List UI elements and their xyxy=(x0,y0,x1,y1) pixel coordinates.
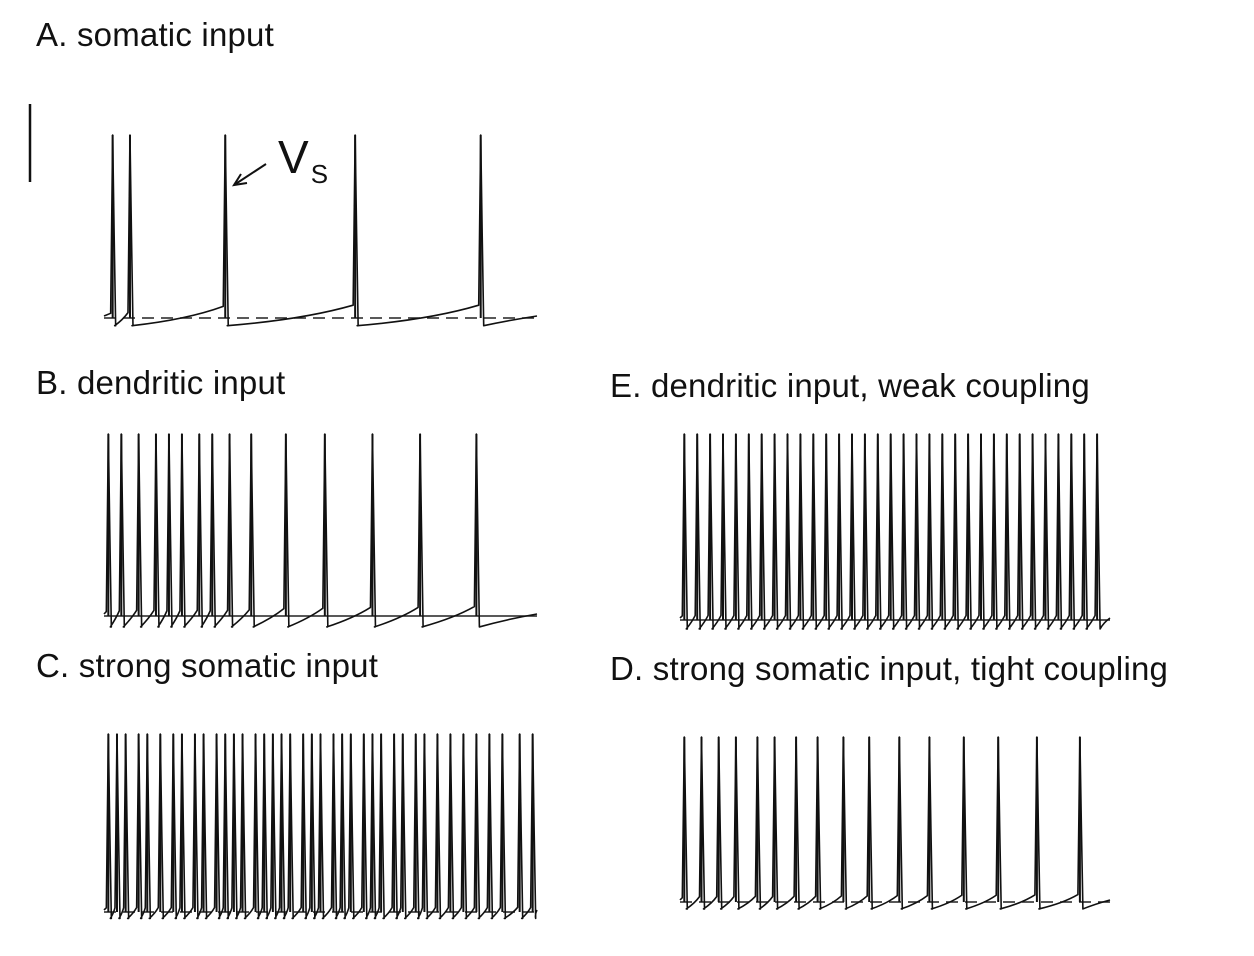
voltage-trace xyxy=(103,134,538,327)
trace-panel-e xyxy=(679,433,1111,630)
voltage-trace xyxy=(679,736,1111,910)
trace-panel-d xyxy=(679,736,1111,910)
panel-c-title: C. strong somatic input xyxy=(36,647,379,684)
vs-label: V xyxy=(278,131,309,183)
voltage-trace xyxy=(679,433,1111,630)
vs-arrow xyxy=(233,163,267,186)
trace-panel-c xyxy=(103,733,538,920)
vs-annotation: VS xyxy=(278,130,328,190)
panel-b-title: B. dendritic input xyxy=(36,364,286,401)
trace-panel-a xyxy=(103,134,538,327)
voltage-trace xyxy=(103,433,538,628)
voltage-trace xyxy=(103,733,538,920)
trace-panel-b xyxy=(103,433,538,628)
vs-arrowhead xyxy=(231,173,248,187)
panel-d-title: D. strong somatic input, tight coupling xyxy=(610,650,1169,687)
panel-e-title: E. dendritic input, weak coupling xyxy=(610,367,1090,404)
vs-subscript: S xyxy=(310,159,329,189)
panel-a-title: A. somatic input xyxy=(36,16,274,53)
